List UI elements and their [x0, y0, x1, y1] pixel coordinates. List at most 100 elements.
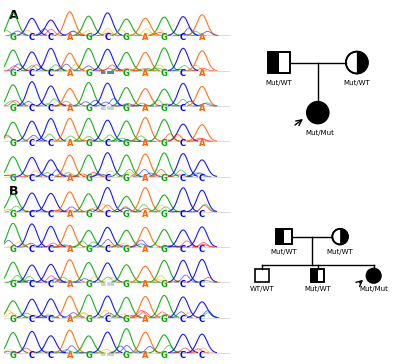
Text: A: A	[142, 316, 148, 324]
Text: G: G	[10, 351, 16, 360]
Text: A: A	[142, 351, 148, 360]
Text: A: A	[66, 139, 73, 148]
Text: C: C	[48, 351, 54, 360]
Text: G: G	[123, 104, 130, 113]
Text: A: A	[66, 280, 73, 289]
Text: A: A	[142, 68, 148, 78]
Text: A: A	[142, 33, 148, 42]
Text: B: B	[8, 185, 18, 198]
Text: G: G	[85, 139, 92, 148]
Text: A: A	[66, 104, 73, 113]
Text: G: G	[123, 33, 130, 42]
Text: C: C	[180, 33, 186, 42]
Text: C: C	[48, 316, 54, 324]
Text: A: A	[199, 104, 205, 113]
Text: A: A	[142, 104, 148, 113]
Text: C: C	[48, 33, 54, 42]
Bar	[276, 229, 284, 245]
Text: A: A	[66, 245, 73, 254]
Circle shape	[307, 102, 329, 123]
Text: Mut/Mut: Mut/Mut	[359, 286, 388, 292]
Text: G: G	[85, 280, 92, 289]
Text: C: C	[180, 68, 186, 78]
Text: G: G	[85, 174, 92, 183]
Text: G: G	[10, 68, 16, 78]
Text: C: C	[48, 68, 54, 78]
Bar	[268, 52, 290, 74]
Text: C: C	[180, 245, 186, 254]
Text: G: G	[85, 351, 92, 360]
Bar	[276, 229, 292, 245]
Text: C: C	[199, 316, 205, 324]
Text: C: C	[104, 139, 111, 148]
Text: A: A	[66, 210, 73, 219]
Text: A: A	[66, 316, 73, 324]
Bar	[311, 269, 318, 282]
Text: G: G	[161, 139, 168, 148]
Text: A: A	[142, 280, 148, 289]
Text: C: C	[199, 174, 205, 183]
Text: Mut/WT: Mut/WT	[304, 286, 331, 292]
Text: C: C	[29, 245, 35, 254]
Text: G: G	[161, 104, 168, 113]
Text: G: G	[123, 68, 130, 78]
Text: C: C	[180, 316, 186, 324]
Text: G: G	[123, 280, 130, 289]
FancyBboxPatch shape	[101, 283, 114, 286]
Text: A: A	[199, 139, 205, 148]
Text: Mut/WT: Mut/WT	[327, 249, 354, 255]
Text: A: A	[199, 33, 205, 42]
Text: G: G	[10, 245, 16, 254]
Text: C: C	[180, 351, 186, 360]
Text: C: C	[29, 316, 35, 324]
Text: G: G	[123, 139, 130, 148]
Text: G: G	[85, 33, 92, 42]
Text: C: C	[199, 280, 205, 289]
Text: C: C	[29, 139, 35, 148]
Text: A: A	[66, 33, 73, 42]
Text: A: A	[66, 68, 73, 78]
Text: G: G	[10, 104, 16, 113]
Text: A: A	[142, 139, 148, 148]
Text: C: C	[104, 33, 111, 42]
Text: C: C	[180, 104, 186, 113]
Text: G: G	[85, 210, 92, 219]
Text: C: C	[180, 139, 186, 148]
Text: C: C	[180, 280, 186, 289]
Text: C: C	[48, 104, 54, 113]
Text: G: G	[10, 280, 16, 289]
Text: G: G	[161, 351, 168, 360]
Text: C: C	[104, 280, 111, 289]
Text: Mut/Mut: Mut/Mut	[305, 130, 334, 136]
Text: G: G	[10, 174, 16, 183]
Text: C: C	[29, 68, 35, 78]
Bar	[255, 269, 269, 282]
Text: G: G	[123, 316, 130, 324]
Text: G: G	[161, 316, 168, 324]
Text: C: C	[199, 351, 205, 360]
Text: C: C	[29, 210, 35, 219]
Text: A: A	[66, 351, 73, 360]
Text: G: G	[161, 210, 168, 219]
Text: C: C	[29, 33, 35, 42]
Text: C: C	[104, 68, 111, 78]
Text: G: G	[123, 351, 130, 360]
Text: G: G	[10, 139, 16, 148]
Text: G: G	[161, 174, 168, 183]
FancyBboxPatch shape	[101, 71, 114, 74]
Text: C: C	[48, 139, 54, 148]
Text: C: C	[199, 245, 205, 254]
Circle shape	[346, 52, 368, 74]
Bar	[311, 269, 324, 282]
Text: G: G	[161, 245, 168, 254]
Text: G: G	[123, 245, 130, 254]
Wedge shape	[357, 52, 368, 74]
Text: A: A	[142, 210, 148, 219]
Text: A: A	[66, 174, 73, 183]
Text: C: C	[104, 351, 111, 360]
Text: A: A	[142, 174, 148, 183]
Bar	[268, 52, 290, 74]
Text: G: G	[161, 33, 168, 42]
Text: G: G	[10, 316, 16, 324]
Text: WT/WT: WT/WT	[250, 286, 274, 292]
